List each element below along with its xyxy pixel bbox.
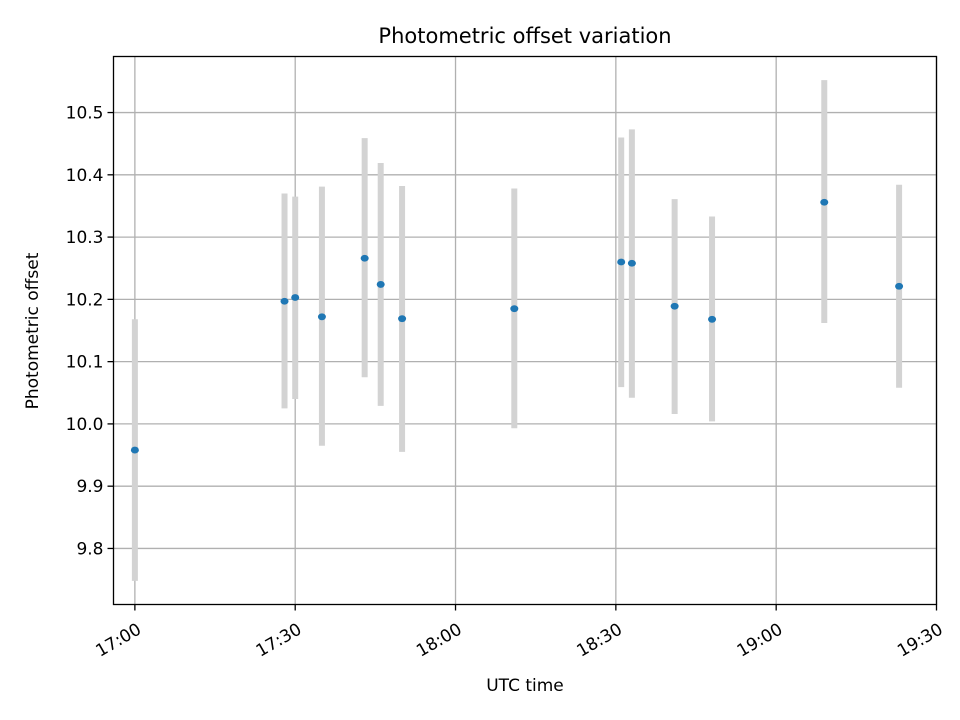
y-tick-label: 10.1 (66, 353, 104, 373)
y-tick-label: 9.9 (76, 477, 103, 497)
chart-svg: Photometric offset variation UTC time Ph… (0, 0, 960, 720)
x-tick-label: 17:30 (253, 620, 305, 662)
data-point (361, 255, 369, 262)
y-tick-label: 10.2 (66, 290, 104, 310)
chart-container: Photometric offset variation UTC time Ph… (0, 0, 960, 720)
y-tick-label: 10.5 (66, 104, 104, 124)
data-point (318, 313, 326, 320)
y-tick-label: 10.0 (66, 415, 104, 435)
y-tick-label: 10.4 (66, 166, 104, 186)
data-point (820, 199, 828, 206)
data-point (617, 259, 625, 266)
x-tick-label: 17:00 (92, 620, 144, 662)
y-tick-label: 9.8 (76, 539, 103, 559)
tick-layer: 17:00 17:30 18:00 18:30 19:00 19:30 9.8 9.9 10.0… (66, 104, 947, 662)
x-tick-label: 19:00 (734, 620, 786, 662)
data-point (398, 315, 406, 322)
data-point (377, 281, 385, 288)
errorbar-layer (135, 80, 899, 581)
y-axis-label: Photometric offset (23, 252, 43, 409)
x-tick-label: 18:30 (573, 620, 625, 662)
data-point (281, 298, 289, 305)
plot-frame (114, 57, 937, 605)
data-point (708, 316, 716, 323)
x-tick-label: 18:00 (413, 620, 465, 662)
data-point (628, 260, 636, 267)
x-tick-label: 19:30 (894, 620, 946, 662)
data-point (510, 305, 518, 312)
data-point (131, 447, 139, 454)
data-point (671, 303, 679, 310)
grid-layer (114, 57, 937, 605)
y-tick-label: 10.3 (66, 228, 104, 248)
chart-title: Photometric offset variation (378, 24, 671, 48)
x-axis-label: UTC time (486, 676, 564, 696)
data-point (291, 294, 299, 301)
data-point (895, 283, 903, 290)
